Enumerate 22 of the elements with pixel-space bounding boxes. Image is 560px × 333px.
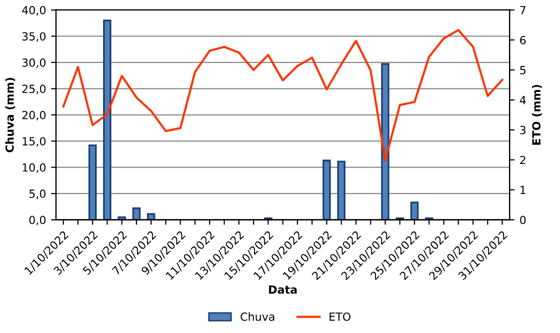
y2-tick-label: 7 [520,6,526,14]
y-tick-label: 15,0 [22,137,46,147]
y-axis-title: Chuva (mm) [5,78,16,152]
y2-axis-title: ETO (mm) [532,84,542,145]
y-tick-label: 25,0 [22,84,46,94]
y-tick-label: 35,0 [22,32,46,42]
y2-tick-label: 3 [520,126,526,134]
x-axis-title: Data [269,286,297,294]
y-tick-label: 5,0 [29,190,46,200]
y-tick-label: 0,0 [29,216,46,226]
y2-tick-label: 1 [520,186,526,194]
y2-tick-label: 2 [520,156,526,164]
y2-tick-label: 4 [520,96,526,104]
y2-tick-label: 5 [520,66,526,74]
y2-tick-label: 0 [520,216,526,224]
y-tick-label: 10,0 [22,163,46,173]
legend-label: ETO [330,312,350,321]
y2-tick-label: 6 [520,36,526,44]
y-tick-label: 40,0 [22,6,46,16]
legend-label: Chuva [240,312,274,321]
y-tick-label: 30,0 [22,58,46,68]
y-tick-label: 20,0 [22,110,46,120]
